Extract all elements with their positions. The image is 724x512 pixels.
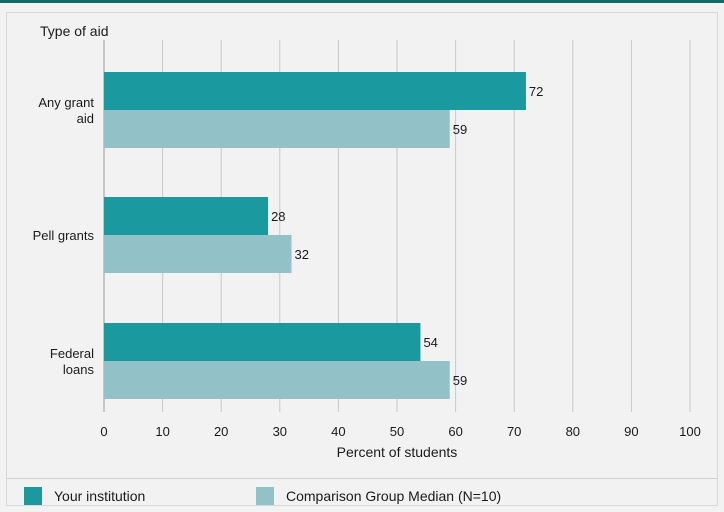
bar-comparison-group-2 xyxy=(104,361,450,399)
chart-title: Type of aid xyxy=(40,23,109,39)
x-tick-label-100: 100 xyxy=(679,424,701,439)
x-tick-label-0: 0 xyxy=(100,424,107,439)
data-label-your-institution-1: 28 xyxy=(271,209,285,224)
bar-your-institution-2 xyxy=(104,323,421,361)
category-label-0-line1: aid xyxy=(77,111,94,126)
x-tick-label-20: 20 xyxy=(214,424,228,439)
x-axis-label: Percent of students xyxy=(337,444,458,460)
legend-label-your-institution: Your institution xyxy=(54,488,146,504)
legend-swatch-comparison-group xyxy=(256,487,274,505)
x-tick-label-60: 60 xyxy=(448,424,462,439)
data-label-your-institution-0: 72 xyxy=(529,84,543,99)
x-tick-label-70: 70 xyxy=(507,424,521,439)
legend-item-your-institution: Your institution xyxy=(24,486,145,506)
category-label-0-line0: Any grant xyxy=(38,95,94,110)
x-tick-label-80: 80 xyxy=(566,424,580,439)
x-tick-label-50: 50 xyxy=(390,424,404,439)
data-label-your-institution-2: 54 xyxy=(423,335,437,350)
legend-separator xyxy=(7,478,718,479)
legend-item-comparison-group: Comparison Group Median (N=10) xyxy=(256,486,501,506)
top-accent-bar xyxy=(0,0,724,3)
bar-your-institution-0 xyxy=(104,72,526,110)
bar-your-institution-1 xyxy=(104,197,269,235)
legend-label-comparison-group: Comparison Group Median (N=10) xyxy=(286,488,502,504)
category-label-2-line1: loans xyxy=(63,362,95,377)
bar-comparison-group-0 xyxy=(104,110,450,148)
bar-comparison-group-1 xyxy=(104,235,292,273)
data-label-comparison-group-2: 59 xyxy=(453,373,467,388)
legend-swatch-your-institution xyxy=(24,487,42,505)
data-label-comparison-group-0: 59 xyxy=(453,122,467,137)
x-tick-label-30: 30 xyxy=(273,424,287,439)
x-tick-label-10: 10 xyxy=(155,424,169,439)
category-label-1: Pell grants xyxy=(33,228,95,243)
category-label-2-line0: Federal xyxy=(50,346,94,361)
x-tick-label-90: 90 xyxy=(624,424,638,439)
data-label-comparison-group-1: 32 xyxy=(295,247,309,262)
x-tick-label-40: 40 xyxy=(331,424,345,439)
